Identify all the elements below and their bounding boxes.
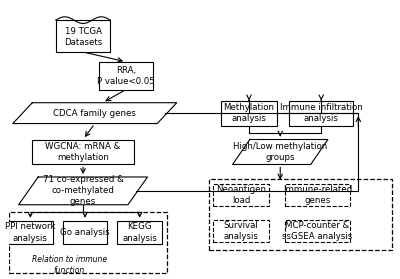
Bar bbox=[117, 221, 162, 244]
Text: PPI network
analysis: PPI network analysis bbox=[5, 222, 56, 242]
Text: Relation to immune
function: Relation to immune function bbox=[32, 255, 107, 275]
Polygon shape bbox=[19, 177, 148, 205]
Text: Neoantigen
load: Neoantigen load bbox=[216, 185, 266, 205]
Text: Methylation
analysis: Methylation analysis bbox=[224, 103, 274, 123]
Text: Go analysis: Go analysis bbox=[60, 228, 110, 237]
Text: RRA,
P value<0.05: RRA, P value<0.05 bbox=[97, 66, 155, 86]
Text: CDCA family genes: CDCA family genes bbox=[53, 109, 136, 118]
Text: MCP-counter &
ssGSEA analysis: MCP-counter & ssGSEA analysis bbox=[282, 221, 352, 241]
Polygon shape bbox=[13, 103, 177, 124]
Bar bbox=[285, 184, 350, 206]
Bar bbox=[8, 221, 53, 244]
Bar bbox=[99, 62, 153, 90]
Bar bbox=[285, 220, 350, 242]
Text: Immune-related
genes: Immune-related genes bbox=[283, 185, 352, 205]
Bar bbox=[32, 140, 134, 165]
Bar bbox=[56, 20, 110, 52]
Text: WGCNA: mRNA &
methylation: WGCNA: mRNA & methylation bbox=[46, 142, 121, 162]
Bar bbox=[221, 101, 277, 126]
Bar bbox=[62, 221, 108, 244]
Bar bbox=[213, 184, 270, 206]
Bar bbox=[9, 212, 167, 273]
Text: Immune infiltration
analysis: Immune infiltration analysis bbox=[280, 103, 362, 123]
Text: High/Low methylation
groups: High/Low methylation groups bbox=[233, 142, 327, 162]
Text: Survival
analysis: Survival analysis bbox=[224, 221, 259, 241]
Polygon shape bbox=[233, 140, 328, 165]
Bar bbox=[213, 220, 270, 242]
Bar bbox=[209, 179, 392, 250]
Text: 19 TCGA
Datasets: 19 TCGA Datasets bbox=[64, 27, 102, 47]
Text: 71 co-expressed &
co-methylated
genes: 71 co-expressed & co-methylated genes bbox=[43, 175, 124, 206]
Text: KEGG
analysis: KEGG analysis bbox=[122, 222, 157, 242]
Bar bbox=[289, 101, 354, 126]
